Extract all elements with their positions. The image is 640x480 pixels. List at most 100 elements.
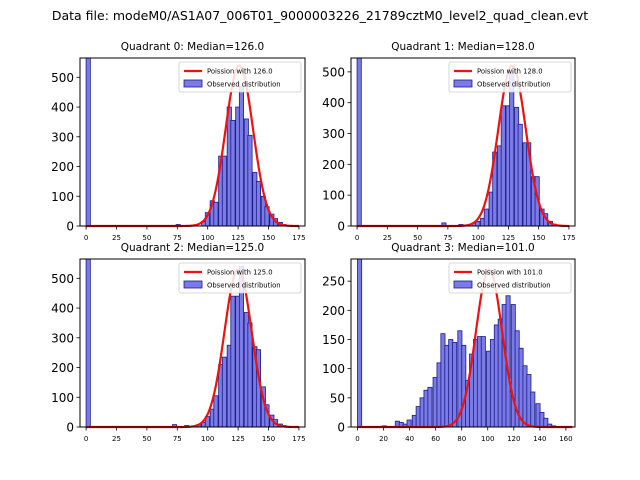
- axes-frame: [350, 57, 576, 227]
- histogram-bar: [500, 105, 506, 227]
- histogram-bar: [247, 134, 253, 227]
- x-tick-label: 150: [262, 234, 275, 242]
- x-tick-label: 125: [502, 234, 515, 242]
- histogram-bar: [483, 208, 489, 227]
- legend-line-label: Poission with 128.0: [477, 68, 543, 76]
- x-tick-label: 50: [142, 435, 151, 443]
- legend-bar-swatch: [453, 280, 473, 289]
- figure-title: Data file: modeM0/AS1A07_006T01_90000032…: [52, 8, 588, 23]
- x-tick-label: 100: [201, 435, 214, 443]
- histogram-bar: [247, 322, 253, 428]
- histogram-bar: [452, 342, 458, 428]
- axes-frame: [350, 258, 576, 428]
- legend: Poission with 101.0 Observed distribution: [448, 262, 572, 294]
- x-tick-label: 100: [471, 234, 484, 242]
- x-tick-label: 75: [173, 435, 182, 443]
- y-axis-ticks: 0 50 100 150 200 250: [322, 275, 351, 435]
- x-axis-ticks: 0 25 50 75 100 125 150 175: [355, 226, 576, 242]
- y-tick-label: 200: [322, 304, 345, 318]
- x-tick-label: 25: [112, 435, 121, 443]
- y-tick-label: 300: [322, 127, 345, 141]
- x-tick-label: 60: [431, 435, 440, 443]
- legend-box: [178, 262, 302, 294]
- x-tick-label: 50: [142, 234, 151, 242]
- y-tick-label: 300: [51, 331, 74, 345]
- histogram-bar: [213, 201, 219, 227]
- quadrant-1-panel: Quadrant 1: Median=128.0 0 25 50 75 100 125 150…: [322, 41, 576, 242]
- legend-bar-swatch: [183, 280, 203, 289]
- legend-bar-swatch: [183, 79, 203, 88]
- legend-box: [178, 61, 302, 93]
- histogram-bar: [356, 57, 362, 227]
- x-tick-label: 0: [355, 435, 359, 443]
- y-tick-label: 50: [330, 391, 345, 405]
- histogram-bar: [509, 71, 515, 227]
- y-tick-label: 400: [51, 302, 74, 316]
- histogram-bar: [213, 395, 219, 428]
- legend-box: [448, 262, 572, 294]
- y-tick-label: 100: [322, 362, 345, 376]
- x-tick-label: 75: [173, 234, 182, 242]
- y-tick-label: 0: [66, 421, 74, 435]
- legend-bar-swatch: [453, 79, 473, 88]
- histogram-bar: [230, 120, 236, 227]
- histogram-bar: [357, 258, 363, 428]
- axes-frame: [79, 57, 306, 227]
- panel-title: Quadrant 1: Median=128.0: [391, 41, 534, 53]
- panel-title: Quadrant 0: Median=126.0: [121, 41, 264, 53]
- y-tick-label: 200: [51, 160, 74, 174]
- x-tick-label: 125: [231, 234, 244, 242]
- y-tick-label: 200: [51, 361, 74, 375]
- x-tick-label: 175: [292, 234, 305, 242]
- legend-bar-label: Observed distribution: [477, 282, 551, 290]
- x-axis-ticks: 0 25 50 75 100 125 150 175: [84, 226, 306, 242]
- y-tick-label: 200: [322, 158, 345, 172]
- legend: Poission with 126.0 Observed distribution: [178, 61, 302, 93]
- legend: Poission with 125.0 Observed distribution: [178, 262, 302, 294]
- x-tick-label: 25: [112, 234, 121, 242]
- x-tick-label: 0: [84, 435, 88, 443]
- histogram-bar: [530, 391, 536, 428]
- quadrant-2-panel: Quadrant 2: Median=125.0 0 25 50 75 100 125 150…: [51, 242, 306, 443]
- legend-line-label: Poission with 101.0: [477, 269, 543, 277]
- x-tick-label: 0: [355, 234, 359, 242]
- x-tick-label: 100: [481, 435, 494, 443]
- legend: Poission with 128.0 Observed distribution: [448, 61, 572, 93]
- y-tick-label: 300: [51, 130, 74, 144]
- axes-frame: [79, 258, 306, 428]
- quadrant-0-panel: Quadrant 0: Median=126.0 0 25 50 75 100 125 150…: [51, 41, 306, 242]
- x-tick-label: 175: [562, 234, 575, 242]
- x-tick-label: 75: [443, 234, 452, 242]
- histogram-bar: [238, 85, 244, 227]
- y-tick-label: 400: [51, 101, 74, 115]
- histogram-bar: [85, 258, 91, 428]
- y-tick-label: 250: [322, 275, 345, 289]
- x-tick-label: 140: [533, 435, 546, 443]
- x-tick-label: 150: [262, 435, 275, 443]
- y-tick-label: 500: [51, 71, 74, 85]
- histogram-bar: [480, 336, 486, 428]
- histogram-bar: [221, 155, 227, 227]
- legend-bar-label: Observed distribution: [207, 81, 281, 89]
- y-tick-label: 400: [322, 96, 345, 110]
- x-tick-label: 100: [201, 234, 214, 242]
- quadrant-3-panel: Quadrant 3: Median=101.0 0 20 40 60 80 100 120 1…: [322, 242, 576, 443]
- x-tick-label: 80: [457, 435, 466, 443]
- panel-title: Quadrant 3: Median=101.0: [391, 242, 534, 254]
- y-axis-ticks: 0 100 200 300 400 500: [322, 65, 351, 234]
- y-tick-label: 100: [51, 391, 74, 405]
- x-axis-ticks: 0 20 40 60 80 100 120 140 160: [355, 427, 573, 443]
- x-tick-label: 25: [383, 234, 392, 242]
- y-tick-label: 0: [337, 220, 345, 234]
- x-tick-label: 175: [292, 435, 305, 443]
- legend-box: [448, 61, 572, 93]
- x-tick-label: 0: [84, 234, 88, 242]
- x-axis-ticks: 0 25 50 75 100 125 150 175: [84, 427, 306, 443]
- panel-title: Quadrant 2: Median=125.0: [121, 242, 264, 254]
- histogram-bar: [221, 356, 227, 428]
- y-axis-ticks: 0 100 200 300 400 500: [51, 272, 80, 435]
- x-tick-label: 50: [413, 234, 422, 242]
- histogram-bar: [517, 123, 523, 227]
- x-tick-label: 120: [507, 435, 520, 443]
